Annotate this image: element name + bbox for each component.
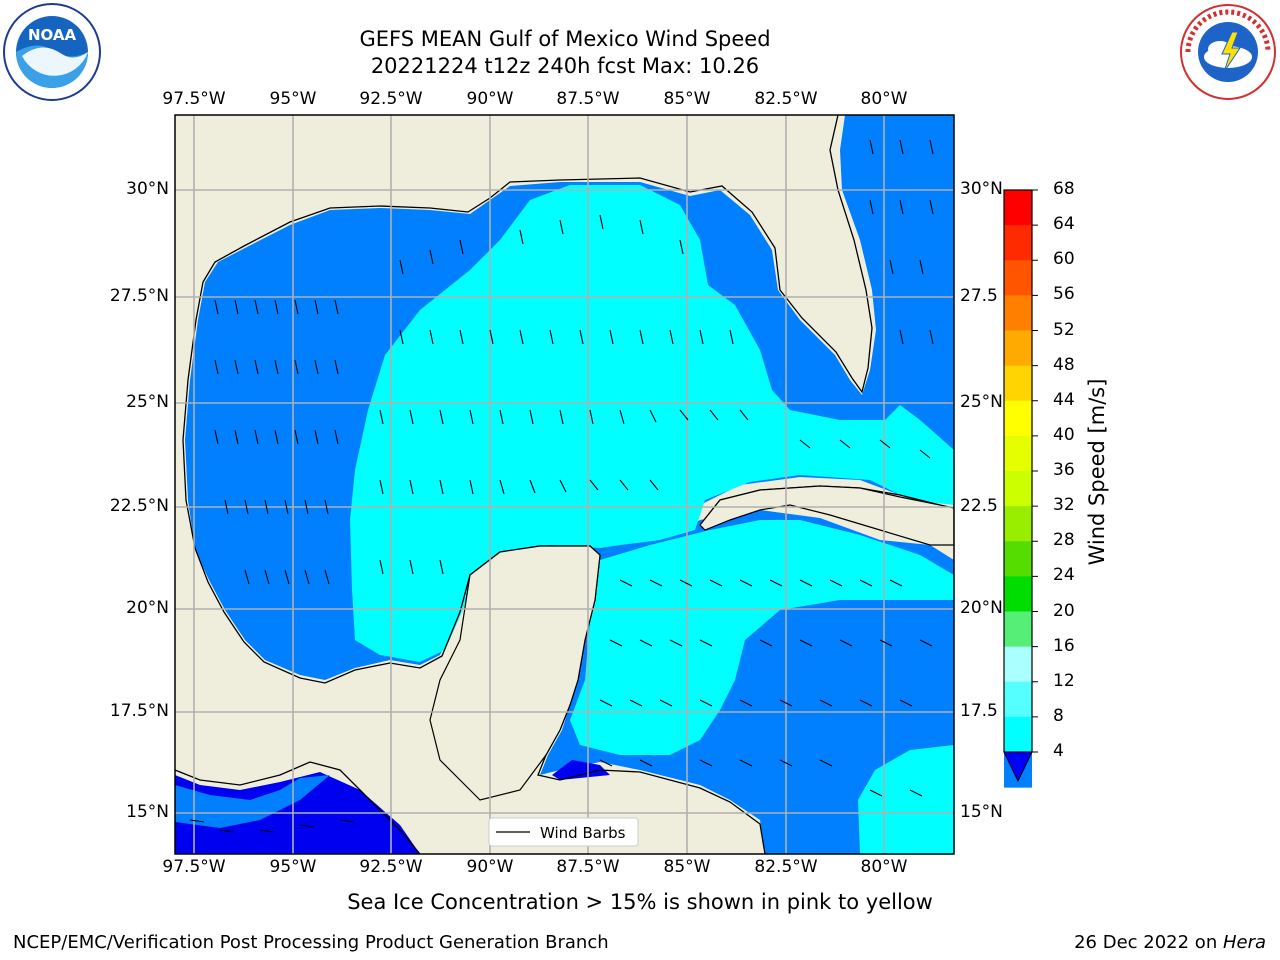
lat-label: 25°N bbox=[126, 392, 169, 412]
lat-label: 17.5 bbox=[960, 701, 998, 721]
lon-label: 90°W bbox=[466, 857, 514, 877]
colorbar-segment bbox=[1004, 471, 1032, 507]
lat-label: 15°N bbox=[126, 802, 169, 822]
title-line-2: 20221224 t12z 240h fcst Max: 10.26 bbox=[370, 54, 760, 78]
colorbar-segment bbox=[1004, 611, 1032, 648]
lat-label: 22.5°N bbox=[109, 496, 169, 516]
colorbar-tick-label: 36 bbox=[1053, 460, 1075, 480]
colorbar-segment bbox=[1004, 260, 1032, 296]
colorbar-tick-label: 16 bbox=[1053, 635, 1075, 656]
colorbar-tick-label: 24 bbox=[1053, 565, 1075, 586]
cuba-land bbox=[699, 485, 954, 546]
lat-label: 27.5°N bbox=[109, 286, 169, 306]
colorbar-tick-label: 32 bbox=[1053, 495, 1075, 516]
colorbar-tick-label: 68 bbox=[1053, 179, 1075, 199]
pacific-4-8 bbox=[175, 775, 330, 828]
colorbar-tick-label: 64 bbox=[1053, 214, 1075, 235]
colorbar-segment bbox=[1004, 435, 1032, 472]
footer-date-text: 26 Dec 2022 on bbox=[1074, 932, 1223, 953]
noaa-logo: NOAA bbox=[3, 3, 101, 101]
lon-label: 90°W bbox=[466, 89, 514, 109]
footer-host: Hera bbox=[1222, 932, 1266, 953]
caribbean-8-12 bbox=[570, 520, 954, 755]
lon-label: 87.5°W bbox=[556, 857, 620, 877]
colorbar-tick-label: 8 bbox=[1053, 705, 1064, 726]
lat-label: 22.5 bbox=[960, 496, 998, 516]
lon-label: 97.5°W bbox=[162, 857, 226, 877]
lon-label: 85°W bbox=[663, 857, 711, 877]
lon-label: 92.5°W bbox=[359, 857, 423, 877]
lon-label: 97.5°W bbox=[162, 89, 226, 109]
lon-label: 80°W bbox=[860, 89, 908, 109]
lon-label: 92.5°W bbox=[359, 89, 423, 109]
colorbar-tick-label: 52 bbox=[1053, 319, 1075, 340]
lon-label: 95°W bbox=[269, 857, 317, 877]
colorbar-segment bbox=[1004, 681, 1032, 718]
lat-label: 30°N bbox=[126, 179, 169, 199]
colorbar-segment bbox=[1004, 646, 1032, 683]
colorbar-tick-label: 44 bbox=[1053, 389, 1075, 410]
lon-label: 87.5°W bbox=[556, 89, 620, 109]
legend-box bbox=[488, 817, 639, 847]
colorbar-segment bbox=[1004, 365, 1032, 402]
nws-logo bbox=[1180, 4, 1276, 100]
lat-label: 15°N bbox=[960, 802, 1003, 822]
colorbar-segment bbox=[1004, 576, 1032, 612]
colorbar-segment bbox=[1004, 541, 1032, 577]
lat-label: 30°N bbox=[960, 179, 1003, 199]
lat-label: 17.5°N bbox=[109, 701, 169, 721]
colorbar-segment bbox=[1004, 295, 1032, 331]
lon-label: 82.5°W bbox=[754, 89, 818, 109]
lat-label: 20°N bbox=[126, 598, 169, 618]
colorbar-segment bbox=[1004, 190, 1032, 226]
lon-label: 80°W bbox=[860, 857, 908, 877]
colorbar-tick-label: 40 bbox=[1053, 424, 1075, 445]
south-8-12 bbox=[858, 745, 954, 854]
wind-barbs bbox=[189, 139, 934, 833]
lon-label: 95°W bbox=[269, 89, 317, 109]
colorbar-segment bbox=[1004, 400, 1032, 437]
map-frame bbox=[174, 114, 955, 855]
colorbar-tick-label: 20 bbox=[1053, 600, 1075, 621]
lat-label: 20°N bbox=[960, 598, 1003, 618]
colorbar-tick-label: 4 bbox=[1053, 741, 1064, 761]
colorbar-tick-label: 60 bbox=[1053, 249, 1075, 270]
title-line-1: GEFS MEAN Gulf of Mexico Wind Speed bbox=[359, 27, 771, 51]
graticule bbox=[175, 115, 954, 854]
colorbar-segment bbox=[1004, 330, 1032, 367]
colorbar bbox=[1003, 189, 1038, 788]
footer-date: 26 Dec 2022 on Hera bbox=[1074, 932, 1266, 953]
sea-ice-note: Sea Ice Concentration > 15% is shown in … bbox=[347, 890, 933, 914]
colorbar-tick-label: 56 bbox=[1053, 284, 1075, 305]
noaa-logo-text: NOAA bbox=[28, 26, 77, 44]
ocean-8-12 bbox=[350, 185, 954, 662]
colorbar-segment bbox=[1004, 225, 1032, 261]
colorbar-segment bbox=[1004, 506, 1032, 542]
lat-label: 25°N bbox=[960, 392, 1003, 412]
colorbar-segment bbox=[1004, 716, 1032, 753]
legend-label: Wind Barbs bbox=[540, 824, 626, 842]
colorbar-label: Wind Speed [m/s] bbox=[1085, 378, 1109, 566]
lon-label: 82.5°W bbox=[754, 857, 818, 877]
colorbar-tick-label: 12 bbox=[1053, 670, 1075, 691]
lon-label: 85°W bbox=[663, 89, 711, 109]
small-0-4 bbox=[552, 760, 610, 780]
colorbar-tick-label: 48 bbox=[1053, 354, 1075, 375]
footer-branch: NCEP/EMC/Verification Post Processing Pr… bbox=[13, 932, 609, 953]
lat-label: 27.5 bbox=[960, 286, 998, 306]
colorbar-tick-label: 28 bbox=[1053, 530, 1075, 551]
